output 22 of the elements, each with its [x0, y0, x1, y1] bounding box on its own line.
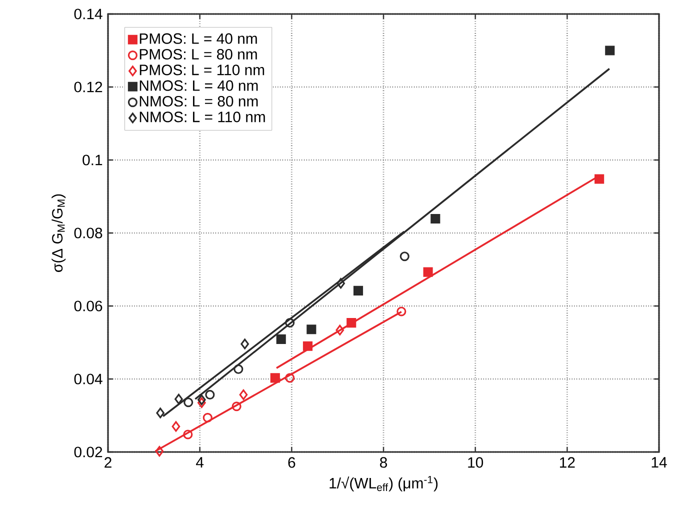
legend-label: NMOS: L = 40 nm: [140, 80, 258, 91]
y-tick-label: 0.04: [74, 374, 102, 384]
legend-label: NMOS: L = 80 nm: [140, 96, 258, 107]
y-tick-label: 0.1: [82, 154, 102, 166]
legend-label: PMOS: L = 40 nm: [140, 33, 257, 44]
x-tick-label: 6: [288, 457, 296, 468]
x-tick-label: 8: [380, 457, 388, 468]
legend-label: PMOS: L = 110 nm: [140, 64, 264, 76]
x-tick-label: 10: [468, 457, 484, 468]
x-tick-label: 12: [560, 457, 575, 468]
y-tick-label: 0.06: [74, 300, 102, 312]
x-tick-label: 2: [104, 457, 112, 468]
legend-label: PMOS: L = 80 nm: [140, 48, 257, 60]
x-tick-label: 4: [196, 457, 204, 468]
x-axis-title: 1/√(WL$_{eff}$) (μm$^{-1}$): [330, 476, 438, 492]
y-tick-label: 0.08: [74, 228, 102, 238]
y-axis-title: σ(Δ G$_{M}$/G$_{M}$): [52, 194, 66, 272]
y-tick-label: 0.12: [74, 82, 102, 92]
y-tick-label: 0.02: [74, 446, 102, 458]
legend-label: NMOS: L = 110 nm: [140, 112, 265, 122]
y-tick-label: 0.14: [74, 8, 102, 20]
x-tick-label: 14: [652, 457, 667, 468]
